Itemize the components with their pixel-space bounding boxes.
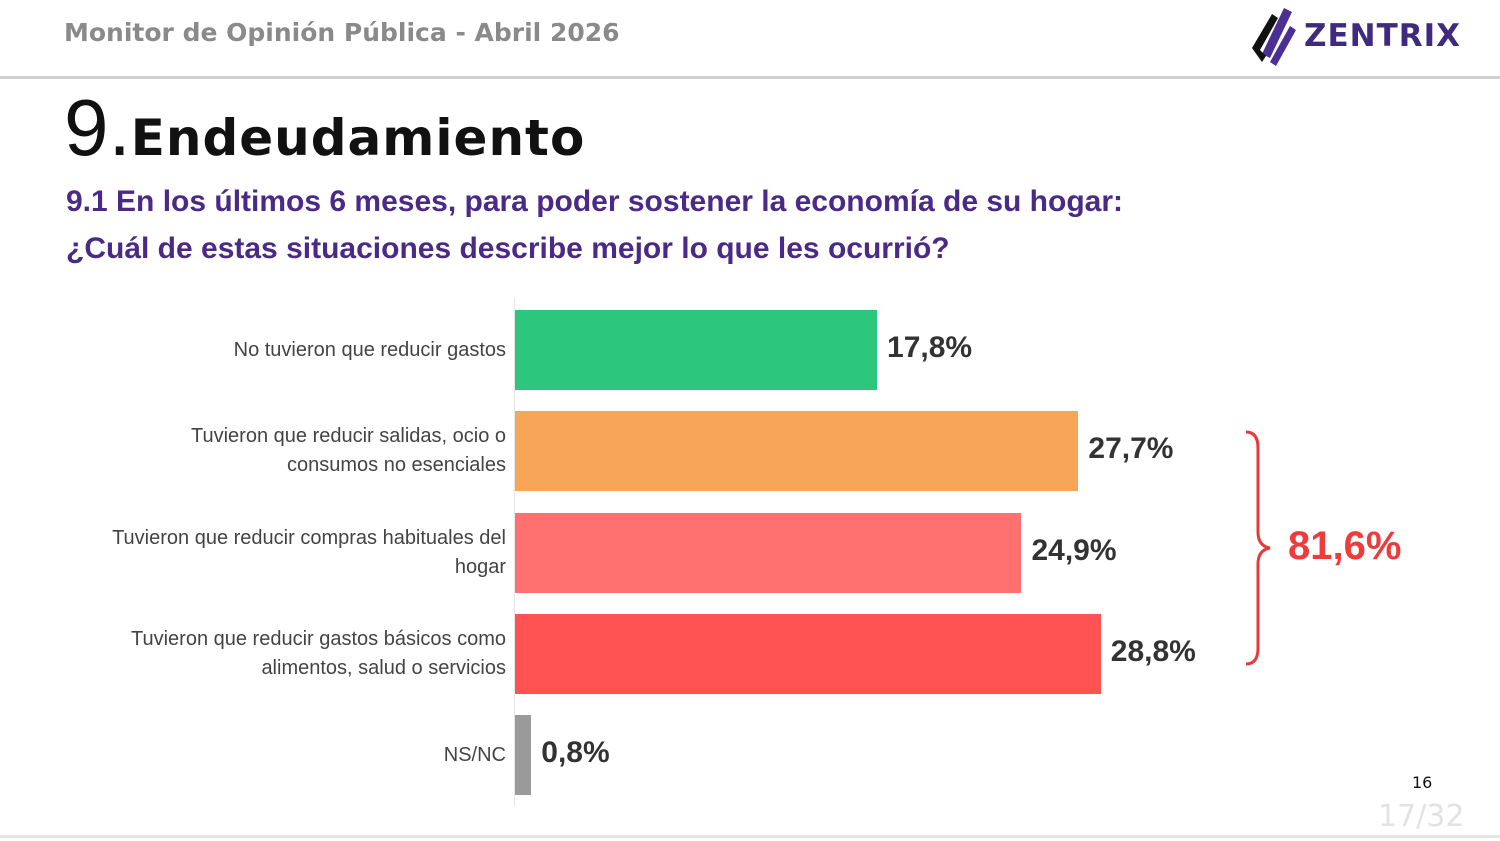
zentrix-logo: ZENTRIX [1248, 4, 1461, 68]
footer-divider [0, 835, 1500, 838]
page-number: 16 [1412, 773, 1433, 792]
bar [515, 310, 878, 390]
bar [515, 613, 1101, 694]
question-line-1: 9.1 En los últimos 6 meses, para poder s… [66, 185, 1124, 218]
report-title: Monitor de Opinión Pública - Abril 2026 [64, 18, 620, 47]
category-label-line: hogar [454, 555, 506, 578]
logo-mark-icon [1252, 8, 1296, 66]
category-label-line: No tuvieron que reducir gastos [233, 338, 506, 361]
category-label: NS/NC [26, 741, 506, 770]
slide-counter: 17/32 [1378, 799, 1465, 834]
category-label: Tuvieron que reducir gastos básicos como… [26, 625, 506, 683]
category-label-line: consumos no esenciales [286, 454, 506, 477]
bar [515, 411, 1079, 492]
category-label: Tuvieron que reducir salidas, ocio o cons… [26, 422, 506, 480]
category-label-line: alimentos, salud o servicios [261, 656, 506, 679]
question: 9.1 En los últimos 6 meses, para poder s… [66, 178, 1123, 272]
combined-total-label: 81,6% [1288, 524, 1402, 568]
data-label: 28,8% [1110, 634, 1196, 668]
header-divider [0, 76, 1500, 79]
category-label: No tuvieron que reducir gastos [26, 336, 506, 365]
logo-text: ZENTRIX [1304, 18, 1462, 54]
data-label: 17,8% [887, 331, 973, 364]
category-label-line: NS/NC [443, 743, 506, 766]
bar [515, 512, 1022, 593]
data-label: 0,8% [541, 736, 610, 770]
category-label-line: Tuvieron que reducir compras habituales … [112, 526, 506, 549]
data-label: 27,7% [1088, 432, 1174, 466]
section-number: 9. [64, 83, 131, 172]
data-label: 24,9% [1031, 533, 1117, 567]
category-label-line: Tuvieron que reducir gastos básicos como [131, 627, 506, 650]
category-label: Tuvieron que reducir compras habituales … [26, 524, 506, 582]
category-label-line: Tuvieron que reducir salidas, ocio o [191, 425, 506, 448]
brace-icon [1245, 430, 1271, 666]
chart-axis [514, 298, 515, 806]
section-name: Endeudamiento [130, 109, 586, 167]
bar [515, 715, 532, 796]
section-title: 9.Endeudamiento [64, 88, 585, 172]
question-line-2: ¿Cuál de estas situaciones describe mejo… [66, 232, 950, 265]
